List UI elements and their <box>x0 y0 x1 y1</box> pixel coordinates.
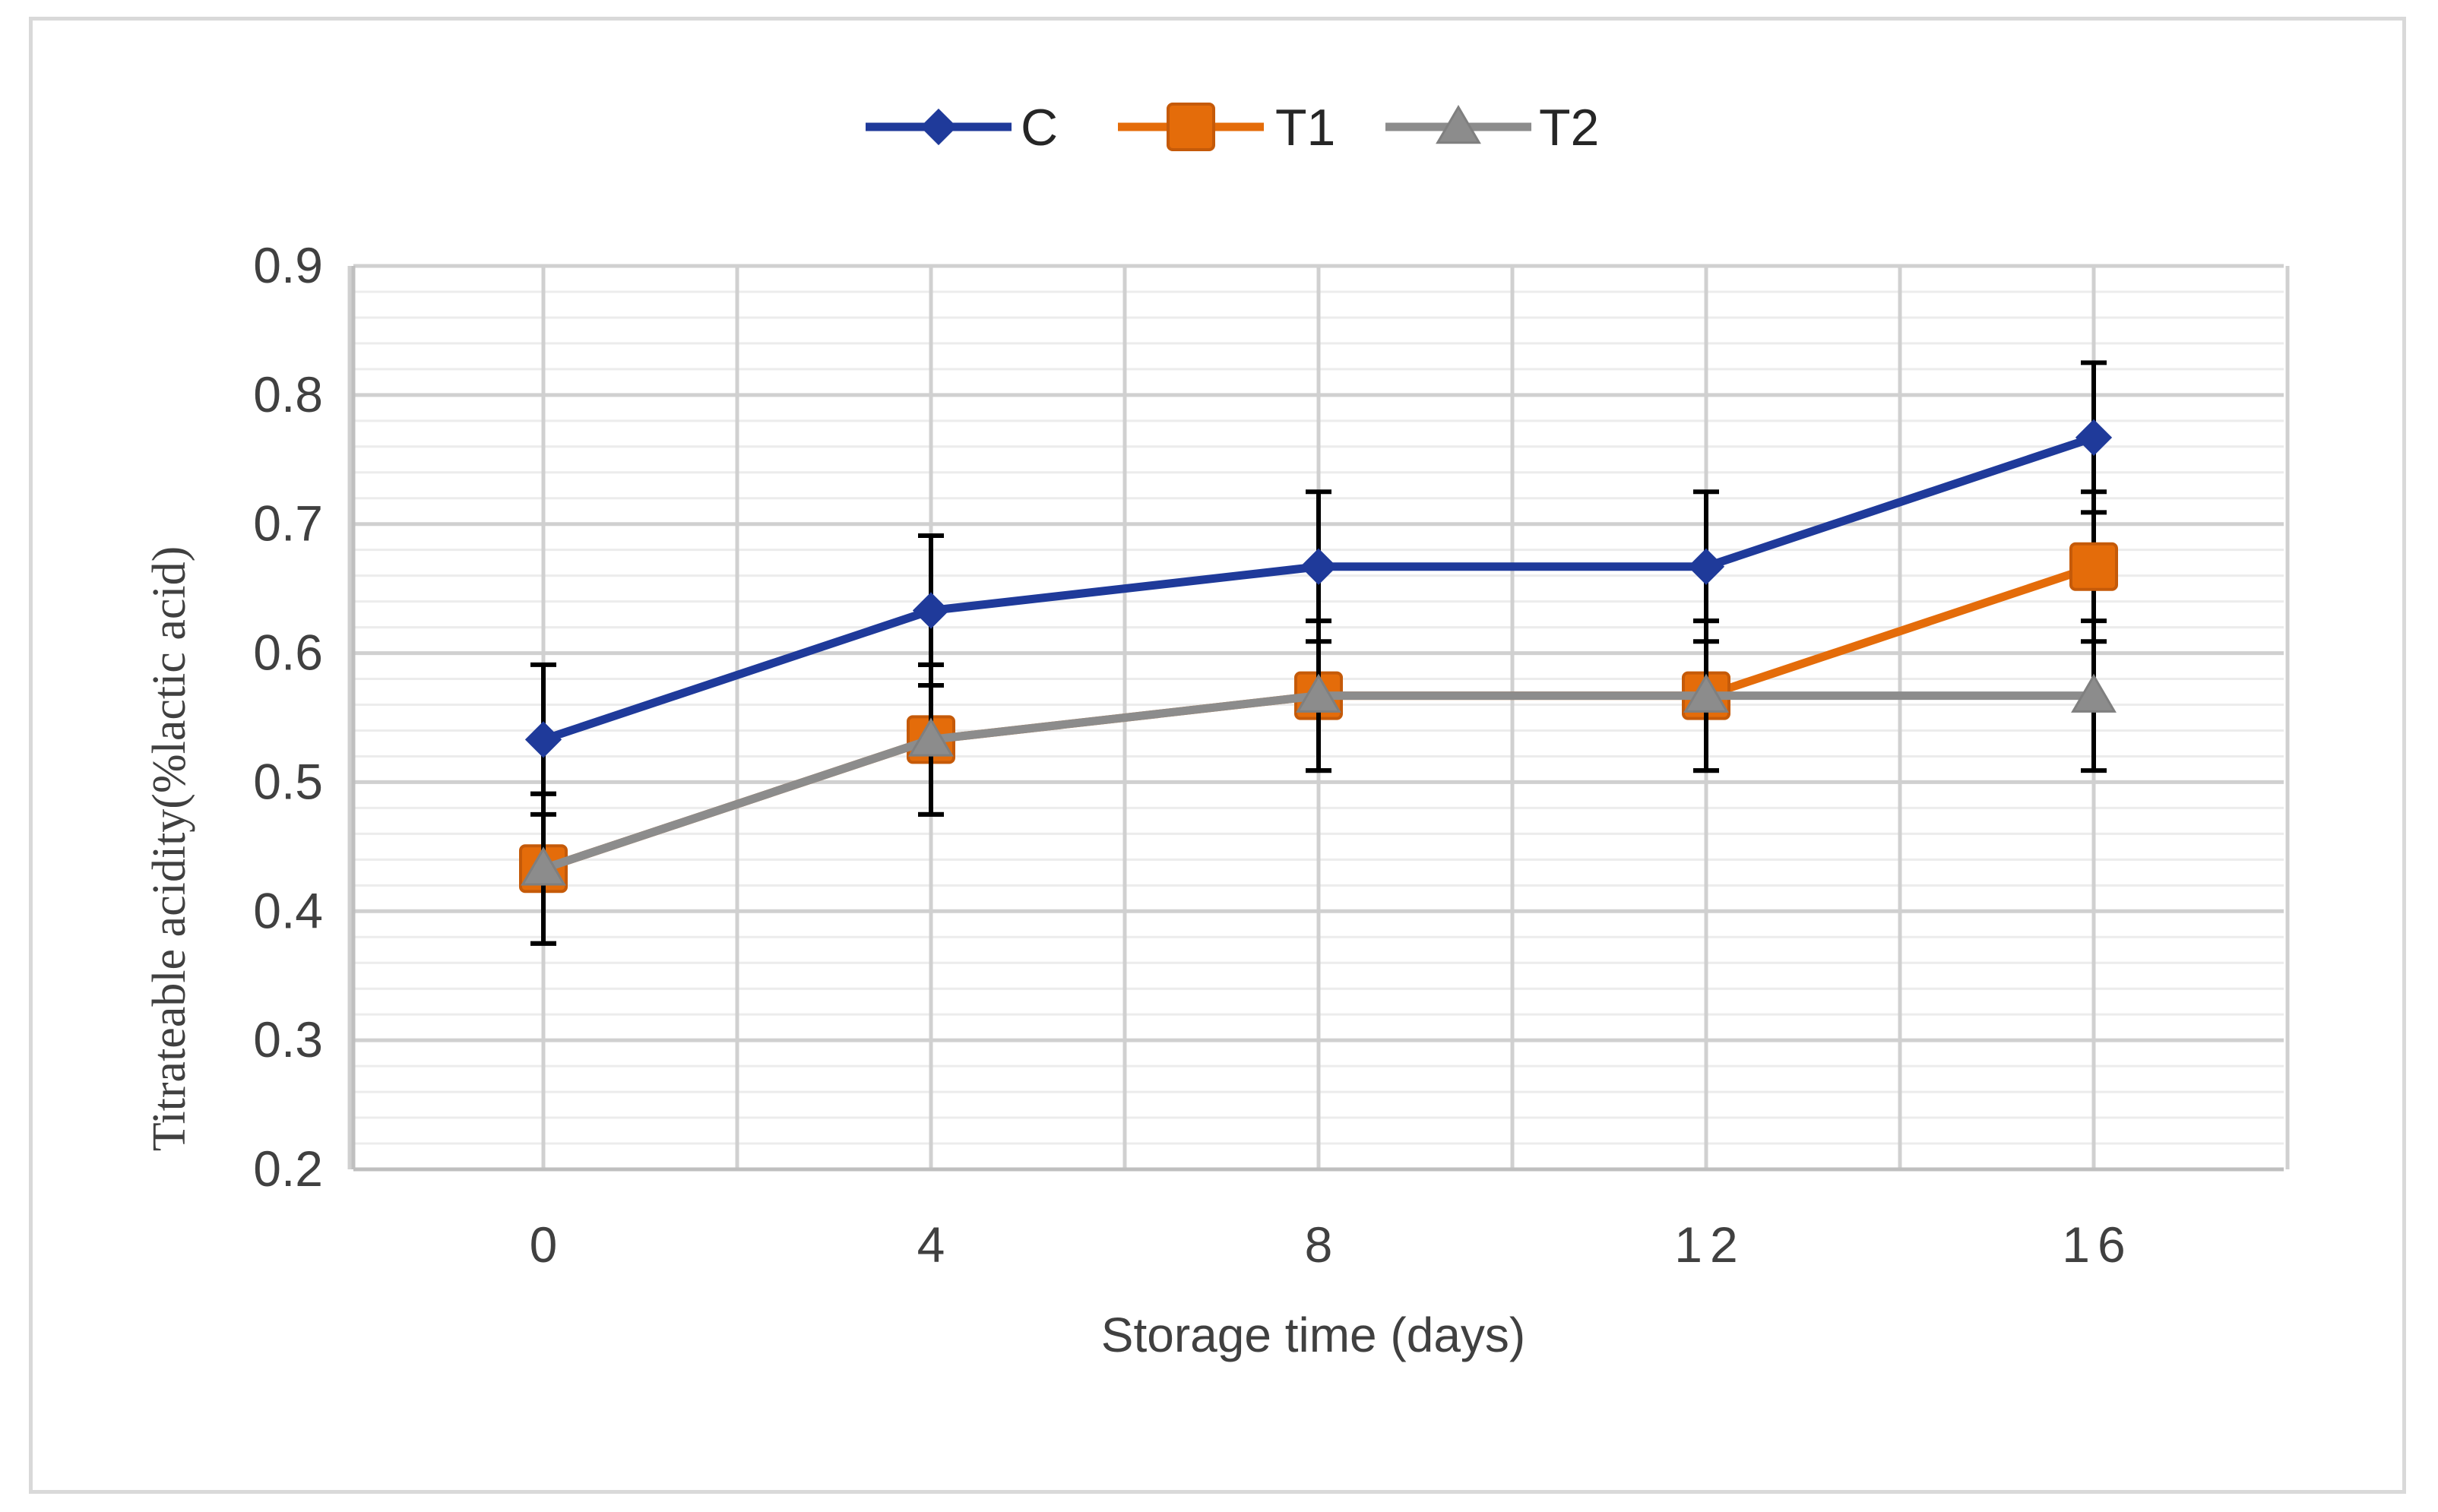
y-tick-label: 0.5 <box>253 753 323 809</box>
x-tick-labels: 0 4 8 12 16 <box>530 1216 2132 1273</box>
y-tick-labels: 0.2 0.3 0.4 0.5 0.6 0.7 0.8 0.9 <box>253 237 323 1197</box>
axes <box>351 266 2284 1172</box>
diamond-marker <box>2075 419 2113 457</box>
y-tick-label: 0.4 <box>253 882 323 938</box>
y-axis-title: Titrateable acidity(%lactic acid) <box>144 546 195 1151</box>
legend-item-t1: T1 <box>1118 99 1335 157</box>
x-tick-label: 12 <box>1674 1216 1745 1273</box>
legend-label: C <box>1021 99 1058 157</box>
series-layer <box>519 360 2118 946</box>
triangle-marker <box>1296 673 1341 713</box>
diamond-marker <box>912 592 950 629</box>
y-tick-label: 0.9 <box>253 237 323 293</box>
x-tick-label: 8 <box>1305 1216 1341 1273</box>
square-marker <box>2069 542 2118 591</box>
legend-label: T1 <box>1275 99 1335 157</box>
diamond-marker <box>1300 548 1338 585</box>
series-t2 <box>521 618 2117 946</box>
y-tick-label: 0.3 <box>253 1011 323 1068</box>
square-marker <box>1167 103 1215 151</box>
line-chart: 0.2 0.3 0.4 0.5 0.6 0.7 0.8 0.9 0 4 8 12 16 C T1 T2 S… <box>144 99 2290 1362</box>
triangle-marker <box>521 846 566 886</box>
diamond-marker <box>524 721 562 758</box>
series-c <box>524 360 2113 817</box>
legend-label: T2 <box>1539 99 1599 157</box>
chart-frame: 0.2 0.3 0.4 0.5 0.6 0.7 0.8 0.9 0 4 8 12 16 C T1 T2 S… <box>29 17 2406 1494</box>
x-tick-label: 0 <box>530 1216 565 1273</box>
triangle-marker <box>2071 673 2117 713</box>
diamond-marker <box>920 108 958 146</box>
y-tick-label: 0.7 <box>253 495 323 552</box>
x-tick-label: 16 <box>2062 1216 2132 1273</box>
legend-item-t2: T2 <box>1385 99 1599 157</box>
legend: C T1 T2 <box>866 99 1599 157</box>
triangle-marker <box>1436 105 1481 144</box>
diamond-marker <box>1687 548 1725 585</box>
y-tick-label: 0.2 <box>253 1140 323 1197</box>
y-tick-label: 0.6 <box>253 625 323 681</box>
y-tick-label: 0.8 <box>253 366 323 422</box>
legend-item-c: C <box>866 99 1058 157</box>
x-tick-label: 4 <box>917 1216 953 1273</box>
triangle-marker <box>1683 673 1729 713</box>
x-axis-title: Storage time (days) <box>1101 1308 1525 1362</box>
triangle-marker <box>908 717 954 757</box>
